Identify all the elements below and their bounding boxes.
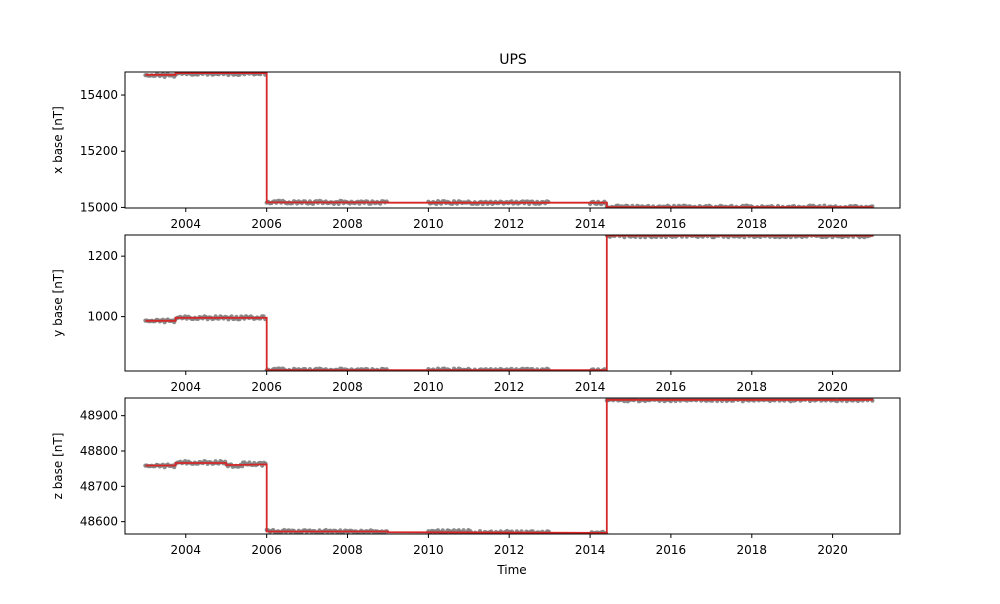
x-axis-label: Time [496,563,526,577]
axes-frame [124,71,901,209]
axes-frame [124,234,901,372]
x-tick-label: 2008 [332,380,363,394]
x-tick-label: 2006 [251,543,282,557]
x-tick-label: 2006 [251,217,282,231]
panel-2: 2004 2006 2008 2010 2012 2014 2016 2018 2020 1000… [51,234,901,394]
x-tick-label: 2018 [737,380,768,394]
x-tick-label: 2004 [170,217,201,231]
x-tick-label: 2020 [817,217,848,231]
y-axis-label: y base [nT] [51,269,65,337]
y-tick-label: 48600 [80,515,118,529]
y-tick-label: 15200 [80,144,118,158]
y-tick-label: 48900 [80,409,118,423]
y-tick-label: 48800 [80,444,118,458]
x-tick-label: 2012 [494,543,525,557]
y-axis-label: x base [nT] [51,106,65,174]
x-tick-label: 2004 [170,380,201,394]
y-tick-label: 15000 [80,200,118,214]
x-tick-label: 2016 [656,217,687,231]
x-tick-label: 2010 [413,380,444,394]
y-tick-label: 15400 [80,88,118,102]
x-tick-label: 2014 [575,380,606,394]
x-tick-label: 2014 [575,543,606,557]
x-tick-label: 2006 [251,380,282,394]
y-tick-label: 1200 [87,249,118,263]
baseline-line [145,398,874,534]
x-tick-label: 2014 [575,217,606,231]
panel-data [143,72,875,208]
x-tick-label: 2020 [817,543,848,557]
x-tick-label: 2012 [494,380,525,394]
baseline-line [145,72,874,208]
axes-frame [124,397,901,535]
panel-data [143,235,875,371]
y-tick-label: 1000 [87,310,118,324]
chart-title: UPS [499,52,527,68]
x-tick-label: 2012 [494,217,525,231]
x-tick-label: 2016 [656,380,687,394]
panel-3: 2004 2006 2008 2010 2012 2014 2016 2018 2020 4860… [51,397,901,557]
x-tick-label: 2004 [170,543,201,557]
x-tick-label: 2008 [332,217,363,231]
y-tick-label: 48700 [80,479,118,493]
x-tick-label: 2008 [332,543,363,557]
baseline-line [145,235,874,371]
x-tick-label: 2018 [737,217,768,231]
x-tick-label: 2010 [413,543,444,557]
x-tick-label: 2018 [737,543,768,557]
x-tick-label: 2010 [413,217,444,231]
y-axis-label: z base [nT] [51,433,65,500]
panels: 2004 2006 2008 2010 2012 2014 2016 2018 2020 1500… [51,71,901,557]
x-tick-label: 2020 [817,380,848,394]
panel-data [143,398,875,534]
panel-1: 2004 2006 2008 2010 2012 2014 2016 2018 2020 1500… [51,71,901,231]
x-tick-label: 2016 [656,543,687,557]
